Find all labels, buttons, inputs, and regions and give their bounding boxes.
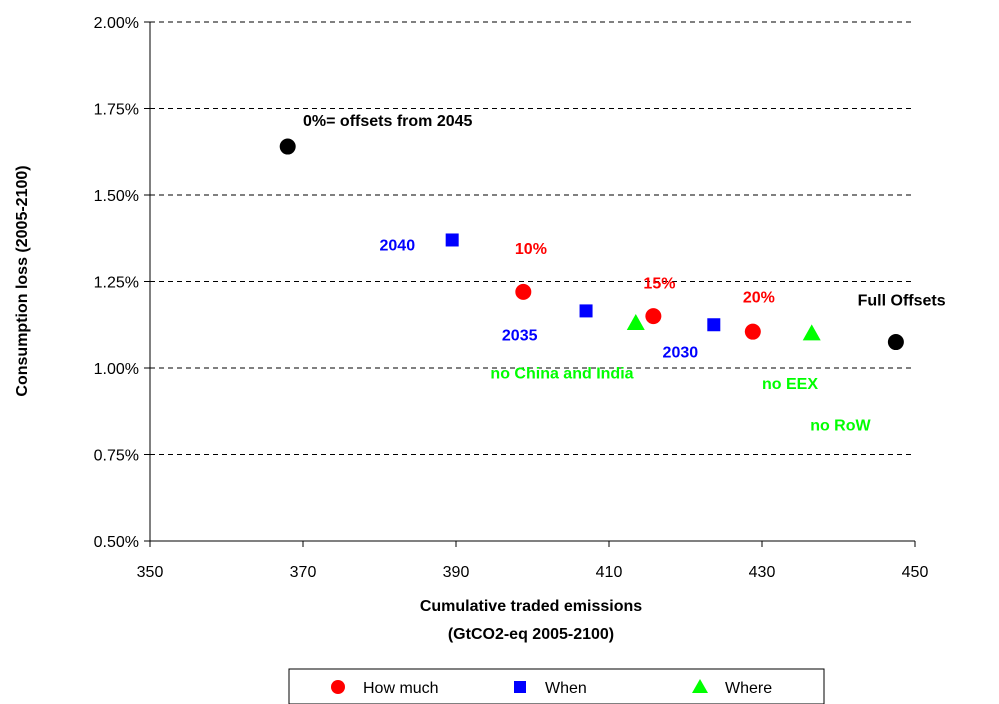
data-point-where: [626, 314, 645, 331]
data-point-when: [707, 318, 721, 332]
annotation-label: 20%: [743, 289, 775, 306]
tick-labels: 0.50% 0.75% 1.00% 1.25% 1.50% 1.75% 2.00% 350 37…: [94, 15, 929, 581]
x-axis-title-line2: (GtCO2-eq 2005-2100): [448, 626, 614, 643]
y-tick-label: 1.50%: [94, 188, 139, 205]
x-tick-label: 430: [749, 564, 776, 581]
legend-marker-when: [514, 681, 526, 693]
x-tick-label: 390: [443, 564, 470, 581]
y-tick-label: 1.75%: [94, 102, 139, 119]
y-tick-label: 0.50%: [94, 534, 139, 551]
annotation-label: 10%: [515, 241, 547, 258]
annotation-label: 2030: [663, 345, 699, 362]
annotation-label: 15%: [643, 275, 675, 292]
x-tick-label: 350: [137, 564, 164, 581]
data-point-reference: [887, 334, 904, 351]
x-tick-label: 370: [290, 564, 317, 581]
data-point-how-much: [744, 323, 761, 340]
legend-marker-where: [692, 679, 708, 693]
data-points: [279, 138, 904, 351]
legend-label-where: Where: [725, 680, 772, 697]
annotation-label: no China and India: [490, 365, 633, 382]
annotation-label: 0%= offsets from 2045: [303, 113, 473, 130]
data-point-reference: [279, 138, 296, 155]
legend: How much When Where: [288, 668, 825, 704]
x-tick-label: 410: [596, 564, 623, 581]
data-point-when: [445, 233, 459, 247]
x-axis-title-line1: Cumulative traded emissions: [420, 598, 642, 615]
y-axis-title: Consumption loss (2005-2100): [14, 165, 31, 396]
annotation-label: 2040: [380, 237, 416, 254]
annotation-label: 2035: [502, 327, 538, 344]
annotation-label: no EEX: [762, 376, 818, 393]
x-tick-label: 450: [902, 564, 929, 581]
legend-label-when: When: [545, 680, 587, 697]
y-tick-label: 2.00%: [94, 15, 139, 32]
data-point-when: [579, 304, 593, 318]
y-tick-label: 1.00%: [94, 361, 139, 378]
axes: [144, 21, 916, 547]
data-point-how-much: [645, 308, 662, 325]
gridlines: [150, 21, 915, 455]
data-point-where: [802, 324, 821, 341]
legend-box: [288, 668, 825, 704]
annotations: 0%= offsets from 2045 2040 10% 15% 20% Full O…: [303, 113, 946, 434]
annotation-label: Full Offsets: [858, 293, 946, 310]
legend-label-how-much: How much: [363, 680, 439, 697]
data-point-how-much: [515, 283, 532, 300]
legend-marker-how-much: [331, 680, 345, 694]
y-tick-label: 0.75%: [94, 448, 139, 465]
annotation-label: no RoW: [810, 417, 871, 434]
y-tick-label: 1.25%: [94, 275, 139, 292]
